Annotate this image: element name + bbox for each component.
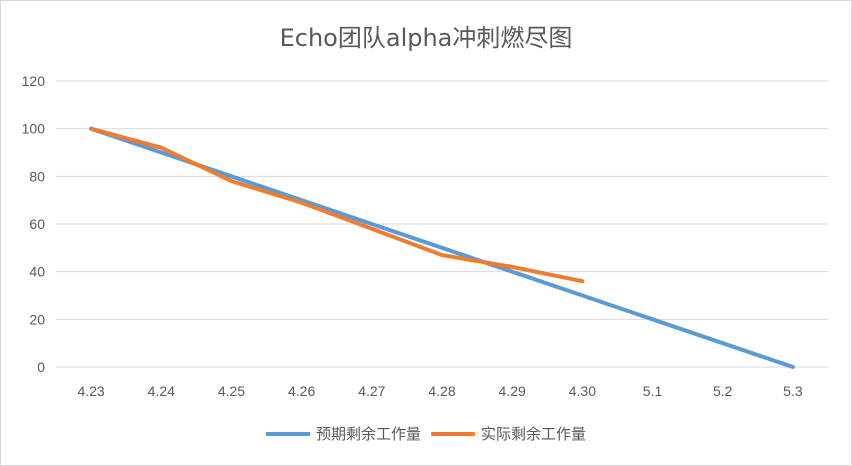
y-tick-label: 100 <box>22 121 46 137</box>
x-tick-label: 5.3 <box>783 383 803 399</box>
x-tick-label: 4.30 <box>569 383 596 399</box>
series-line-actual <box>89 126 585 284</box>
y-axis-ticks: 0 20 40 60 80 100 120 <box>22 73 46 375</box>
x-tick-label: 4.26 <box>288 383 315 399</box>
y-tick-label: 20 <box>29 311 45 327</box>
series-lines <box>89 126 795 369</box>
legend-label-expected: 预期剩余工作量 <box>315 425 421 443</box>
legend: 预期剩余工作量 实际剩余工作量 <box>0 423 852 444</box>
y-tick-label: 60 <box>29 216 45 232</box>
x-tick-label: 4.29 <box>499 383 526 399</box>
legend-item-expected: 预期剩余工作量 <box>265 423 421 444</box>
legend-swatch-expected <box>265 431 310 436</box>
legend-label-actual: 实际剩余工作量 <box>481 425 587 443</box>
x-tick-label: 4.25 <box>218 383 245 399</box>
x-tick-label: 5.1 <box>643 383 663 399</box>
x-tick-label: 4.28 <box>428 383 455 399</box>
x-tick-label: 5.2 <box>713 383 733 399</box>
grid-lines <box>56 80 828 368</box>
x-tick-label: 4.24 <box>148 383 175 399</box>
y-tick-label: 80 <box>29 168 45 184</box>
legend-swatch-actual <box>431 431 475 436</box>
x-tick-label: 4.23 <box>77 383 104 399</box>
chart-title: Echo团队alpha冲刺燃尽图 <box>279 24 573 52</box>
y-tick-label: 120 <box>22 73 46 89</box>
legend-item-actual: 实际剩余工作量 <box>431 423 586 444</box>
y-tick-label: 40 <box>29 264 45 280</box>
x-axis-ticks: 4.23 4.24 4.25 4.26 4.27 4.28 4.29 4.30 5.1 5.2 5.… <box>77 383 802 399</box>
y-tick-label: 0 <box>37 359 45 375</box>
x-tick-label: 4.27 <box>358 383 385 399</box>
